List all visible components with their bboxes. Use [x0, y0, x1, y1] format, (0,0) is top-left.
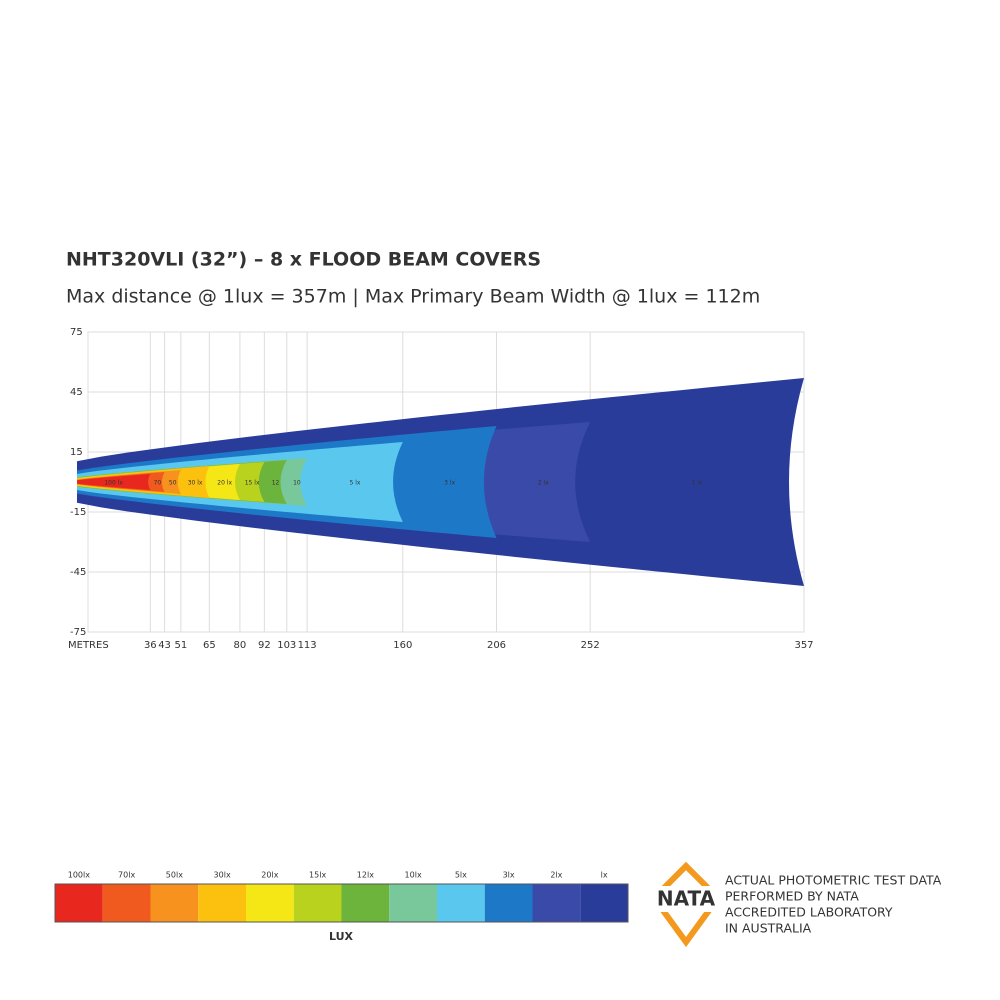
x-tick-label: 36 [144, 640, 157, 651]
x-tick-label: 43 [158, 640, 171, 651]
badge-logo: NATA [657, 887, 716, 911]
zone-label: 20 lx [217, 480, 232, 487]
zone-label: 12 [272, 480, 280, 487]
legend-label: 10lx [405, 871, 422, 880]
y-tick-label: -75 [70, 627, 86, 638]
legend-label: 2lx [550, 871, 562, 880]
zone-label: 10 [293, 480, 301, 487]
legend-swatch [580, 884, 628, 922]
badge-text: ACTUAL PHOTOMETRIC TEST DATA [725, 873, 942, 888]
legend-label: lx [601, 871, 608, 880]
legend-swatch [55, 884, 103, 922]
x-tick-label: 103 [277, 640, 296, 651]
y-tick-label: 45 [70, 387, 83, 398]
x-tick-label: 357 [794, 640, 813, 651]
zone-label: 2 lx [538, 480, 549, 487]
chart-title: NHT320VLI (32”) – 8 x FLOOD BEAM COVERS [66, 249, 541, 271]
zone-label: 1 lx [692, 480, 703, 487]
x-tick-label: 206 [487, 640, 506, 651]
legend-label: 5lx [455, 871, 467, 880]
x-tick-label: 113 [298, 640, 317, 651]
zone-label: 5 lx [349, 480, 360, 487]
legend-swatch [198, 884, 246, 922]
legend-label: 70lx [118, 871, 135, 880]
legend-swatch [341, 884, 390, 922]
legend-label: 15lx [309, 871, 326, 880]
legend-label: 50lx [166, 871, 183, 880]
y-tick-label: -15 [70, 507, 86, 518]
badge-text: IN AUSTRALIA [725, 921, 812, 936]
legend-swatch [293, 884, 342, 922]
zone-label: 3 lx [444, 480, 455, 487]
badge-mask [650, 886, 722, 912]
legend-label: 20lx [261, 871, 278, 880]
y-tick-label: 15 [70, 447, 83, 458]
y-tick-label: 75 [70, 327, 83, 338]
x-tick-label: 65 [203, 640, 216, 651]
zone-label: 70 [154, 480, 162, 487]
legend-label: 30lx [214, 871, 231, 880]
zone-label: 100 lx [104, 480, 123, 487]
x-tick-label: 92 [258, 640, 271, 651]
legend-swatch [246, 884, 294, 922]
legend-label: 3lx [503, 871, 515, 880]
legend-label: 12lx [357, 871, 374, 880]
legend-frame [54, 883, 629, 923]
legend-swatch [389, 884, 437, 922]
badge-text: ACCREDITED LABORATORY [725, 905, 893, 920]
chart-subtitle: Max distance @ 1lux = 357m | Max Primary… [66, 286, 760, 308]
y-tick-label: -45 [70, 567, 86, 578]
legend-swatch [437, 884, 485, 922]
legend-swatch [532, 884, 581, 922]
legend-title: LUX [329, 930, 354, 943]
zone-label: 30 lx [188, 480, 203, 487]
badge-text: PERFORMED BY NATA [725, 889, 859, 904]
legend-swatch [102, 884, 151, 922]
legend-swatch [150, 884, 199, 922]
x-tick-label: 51 [174, 640, 187, 651]
beam-zone [77, 474, 151, 490]
legend-swatch [484, 884, 533, 922]
zone-label: 50 [169, 480, 177, 487]
legend-label: 100lx [68, 871, 90, 880]
x-axis-label: METRES [68, 640, 109, 651]
x-tick-label: 160 [393, 640, 412, 651]
x-tick-label: 80 [234, 640, 247, 651]
zone-label: 15 lx [245, 480, 260, 487]
x-tick-label: 252 [581, 640, 600, 651]
